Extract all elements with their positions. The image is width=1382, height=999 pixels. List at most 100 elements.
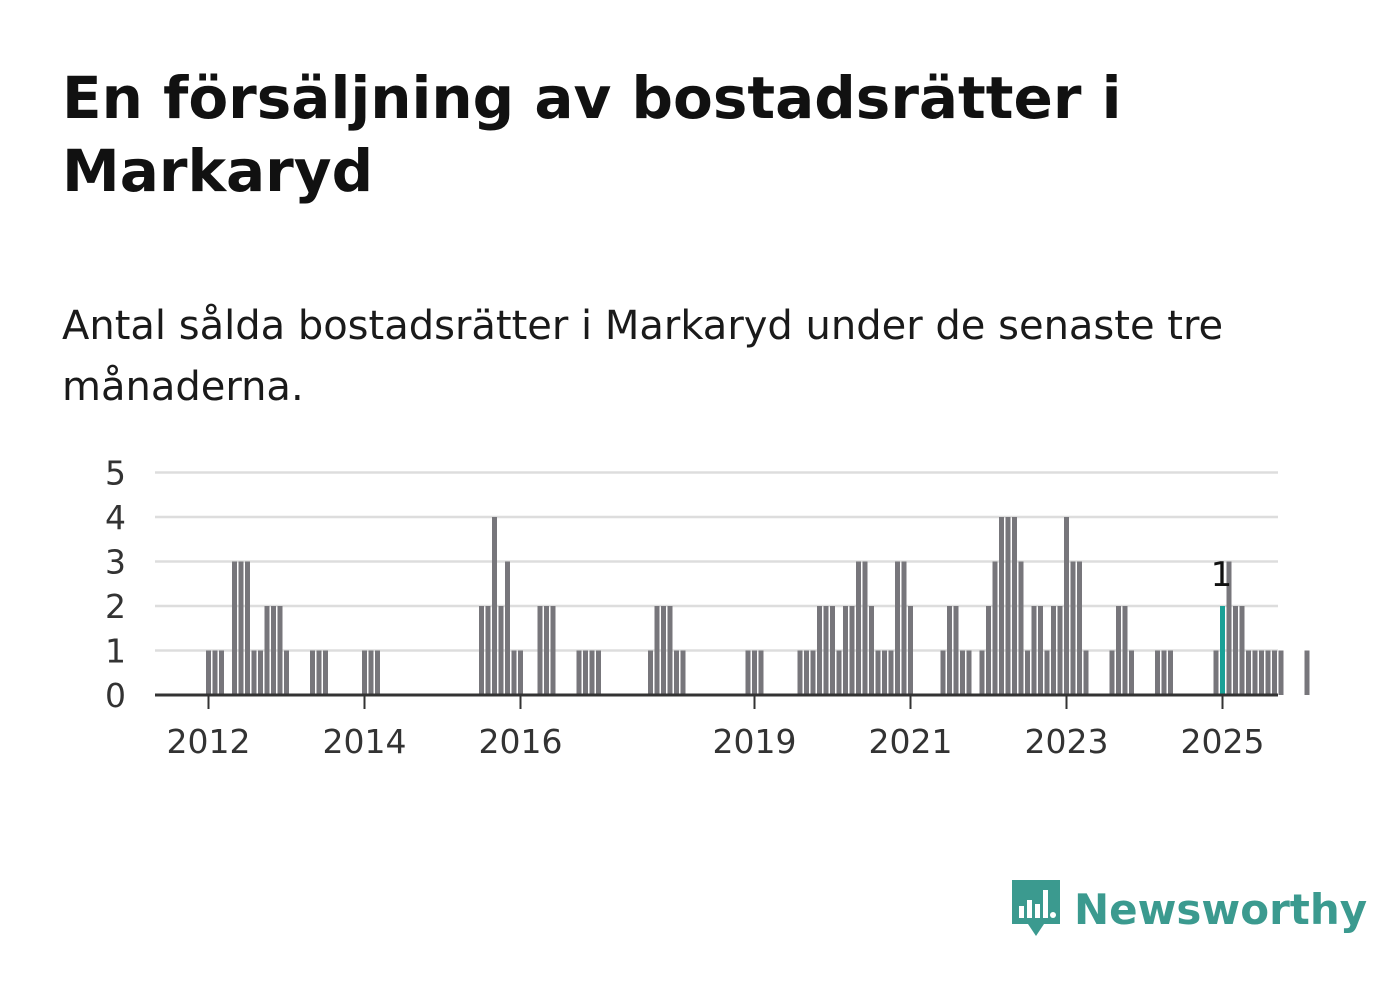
bar <box>518 650 523 695</box>
data-label: 1 <box>1211 555 1233 595</box>
bar <box>1005 517 1011 695</box>
bar <box>238 561 244 695</box>
bar <box>1057 606 1063 695</box>
bar <box>1246 650 1251 695</box>
bar <box>888 650 894 695</box>
bar <box>843 606 848 695</box>
bar <box>1272 650 1277 695</box>
bar <box>1213 650 1219 695</box>
newsworthy-logo-icon <box>1012 880 1060 936</box>
bar <box>674 650 679 695</box>
bar <box>537 606 543 695</box>
bar <box>901 561 907 695</box>
bar <box>245 561 250 695</box>
bar <box>1077 561 1082 695</box>
bar <box>1259 650 1264 695</box>
bar <box>804 650 809 695</box>
bar <box>1038 606 1043 695</box>
bar <box>986 606 991 695</box>
bar <box>882 650 887 695</box>
y-tick-label: 5 <box>105 454 126 493</box>
bar <box>368 650 374 695</box>
x-tick-label: 2019 <box>713 722 797 761</box>
bar <box>940 650 946 695</box>
bar <box>810 650 816 695</box>
bar <box>966 650 972 695</box>
bar <box>1161 650 1167 695</box>
bar <box>1304 650 1310 695</box>
bar <box>1278 650 1284 695</box>
bar <box>1083 650 1089 695</box>
bar <box>849 606 855 695</box>
bar <box>745 650 751 695</box>
bar <box>479 606 484 695</box>
y-tick-label: 4 <box>105 498 126 537</box>
y-tick-label: 3 <box>105 543 126 582</box>
bar <box>1025 650 1030 695</box>
bar <box>830 606 835 695</box>
bar <box>661 606 666 695</box>
bar <box>1044 650 1050 695</box>
bar <box>219 650 224 695</box>
y-tick-label: 0 <box>105 676 126 715</box>
bar <box>869 606 874 695</box>
bar <box>856 561 861 695</box>
bar <box>1018 561 1024 695</box>
x-tick-label: 2012 <box>167 722 251 761</box>
bar <box>1233 606 1238 695</box>
bar <box>511 650 517 695</box>
bar <box>797 650 803 695</box>
bar-chart: 0 1 2 3 4 5 2012 2014 2016 2019 2021 2023 2025 1 <box>105 454 1310 761</box>
bar <box>583 650 588 695</box>
bar <box>232 561 237 695</box>
bar <box>1265 650 1271 695</box>
bar <box>576 650 582 695</box>
bar <box>212 650 218 695</box>
bar <box>758 650 764 695</box>
bar <box>1129 650 1134 695</box>
bar <box>908 606 913 695</box>
x-tick-label: 2014 <box>323 722 407 761</box>
chart-subtitle: Antal sålda bostadsrätter i Markaryd und… <box>62 303 1224 410</box>
bar <box>589 650 595 695</box>
bar-highlight <box>1220 606 1225 695</box>
bar <box>596 650 601 695</box>
bar <box>323 650 328 695</box>
bar <box>667 606 673 695</box>
bar <box>206 650 211 695</box>
bar <box>1122 606 1128 695</box>
bar <box>1239 606 1245 695</box>
x-tick-label: 2025 <box>1181 722 1265 761</box>
bar <box>654 606 660 695</box>
bar <box>258 650 263 695</box>
bar <box>1070 561 1076 695</box>
y-tick-label: 1 <box>105 632 126 671</box>
bar <box>752 650 757 695</box>
chart-title: En försäljning av bostadsrätter i Markar… <box>62 64 1122 205</box>
x-tick-label: 2016 <box>479 722 563 761</box>
bar <box>362 650 367 695</box>
bar <box>999 517 1004 695</box>
bar <box>953 606 959 695</box>
bar <box>251 650 257 695</box>
bar <box>979 650 985 695</box>
bar <box>375 650 380 695</box>
bar <box>1012 517 1017 695</box>
bar <box>1109 650 1115 695</box>
bar <box>492 517 497 695</box>
bar <box>680 650 686 695</box>
bar <box>1116 606 1121 695</box>
bar <box>277 606 283 695</box>
bar <box>1064 517 1069 695</box>
x-tick-label: 2021 <box>869 722 953 761</box>
bar <box>544 606 549 695</box>
bar <box>1226 561 1232 695</box>
bar <box>895 561 900 695</box>
bar <box>1252 650 1258 695</box>
bar <box>485 606 491 695</box>
bar <box>505 561 510 695</box>
bar <box>550 606 556 695</box>
bar <box>817 606 822 695</box>
bar <box>264 606 270 695</box>
bar <box>875 650 881 695</box>
